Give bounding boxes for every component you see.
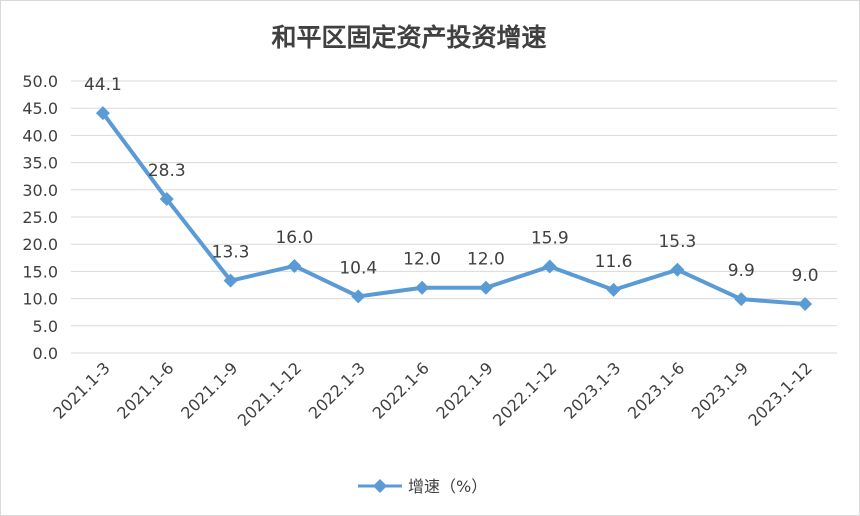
data-point bbox=[351, 289, 366, 304]
y-tick-label: 30.0 bbox=[22, 181, 58, 200]
x-tick-label: 2021.1-6 bbox=[113, 358, 177, 422]
data-point bbox=[542, 259, 557, 274]
y-tick-label: 50.0 bbox=[22, 72, 58, 91]
data-point bbox=[159, 192, 174, 207]
legend: 增速（%） bbox=[358, 477, 487, 496]
y-tick-label: 20.0 bbox=[22, 235, 58, 254]
data-label: 12.0 bbox=[403, 250, 441, 270]
data-point bbox=[734, 292, 749, 307]
data-label: 9.9 bbox=[728, 261, 755, 281]
y-axis: 0.0 5.0 10.0 15.0 20.0 25.0 30.0 35.0 40.0 45.0 50… bbox=[22, 72, 58, 363]
x-tick-label: 2022.1-9 bbox=[432, 358, 496, 422]
legend-label: 增速（%） bbox=[408, 477, 487, 496]
x-tick-label: 2023.1-3 bbox=[560, 358, 624, 422]
series-line bbox=[100, 111, 808, 307]
data-point bbox=[95, 106, 110, 121]
data-point bbox=[606, 282, 621, 297]
y-tick-label: 25.0 bbox=[22, 208, 58, 227]
y-tick-label: 0.0 bbox=[33, 344, 58, 363]
data-point bbox=[415, 280, 430, 295]
data-point bbox=[478, 280, 493, 295]
gridlines bbox=[71, 80, 837, 354]
data-point bbox=[670, 262, 685, 277]
x-tick-label: 2022.1-3 bbox=[305, 358, 369, 422]
data-label: 13.3 bbox=[212, 243, 250, 263]
x-tick-label: 2023.1-6 bbox=[624, 358, 688, 422]
data-label: 10.4 bbox=[339, 258, 377, 278]
y-tick-label: 35.0 bbox=[22, 154, 58, 173]
data-label: 11.6 bbox=[595, 252, 633, 272]
legend-marker bbox=[373, 479, 387, 493]
series-group bbox=[95, 106, 813, 312]
data-label: 16.0 bbox=[275, 228, 313, 248]
data-label: 12.0 bbox=[467, 250, 505, 270]
data-label: 15.9 bbox=[531, 229, 569, 249]
x-tick-label: 2021.1-9 bbox=[177, 358, 241, 422]
x-tick-label: 2023.1-9 bbox=[688, 358, 752, 422]
data-point bbox=[223, 273, 238, 288]
chart-title: 和平区固定资产投资增速 bbox=[271, 23, 546, 52]
data-point bbox=[287, 258, 302, 273]
data-label: 9.0 bbox=[792, 266, 819, 286]
x-tick-label: 2021.1-3 bbox=[49, 358, 113, 422]
x-tick-label: 2021.1-12 bbox=[234, 358, 306, 430]
y-tick-label: 40.0 bbox=[22, 126, 58, 145]
y-tick-label: 5.0 bbox=[33, 317, 58, 336]
data-labels: 44.1 28.3 13.3 16.0 10.4 12.0 12.0 15.9 11.6 15.3… bbox=[84, 75, 819, 286]
data-point bbox=[798, 297, 813, 312]
y-tick-label: 45.0 bbox=[22, 99, 58, 118]
y-tick-label: 10.0 bbox=[22, 290, 58, 309]
data-label: 44.1 bbox=[84, 75, 122, 95]
data-label: 28.3 bbox=[148, 161, 186, 181]
x-tick-label: 2023.1-12 bbox=[744, 358, 816, 430]
data-label: 15.3 bbox=[658, 232, 696, 252]
x-tick-label: 2022.1-6 bbox=[369, 358, 433, 422]
x-tick-label: 2022.1-12 bbox=[489, 358, 561, 430]
y-tick-label: 15.0 bbox=[22, 262, 58, 281]
